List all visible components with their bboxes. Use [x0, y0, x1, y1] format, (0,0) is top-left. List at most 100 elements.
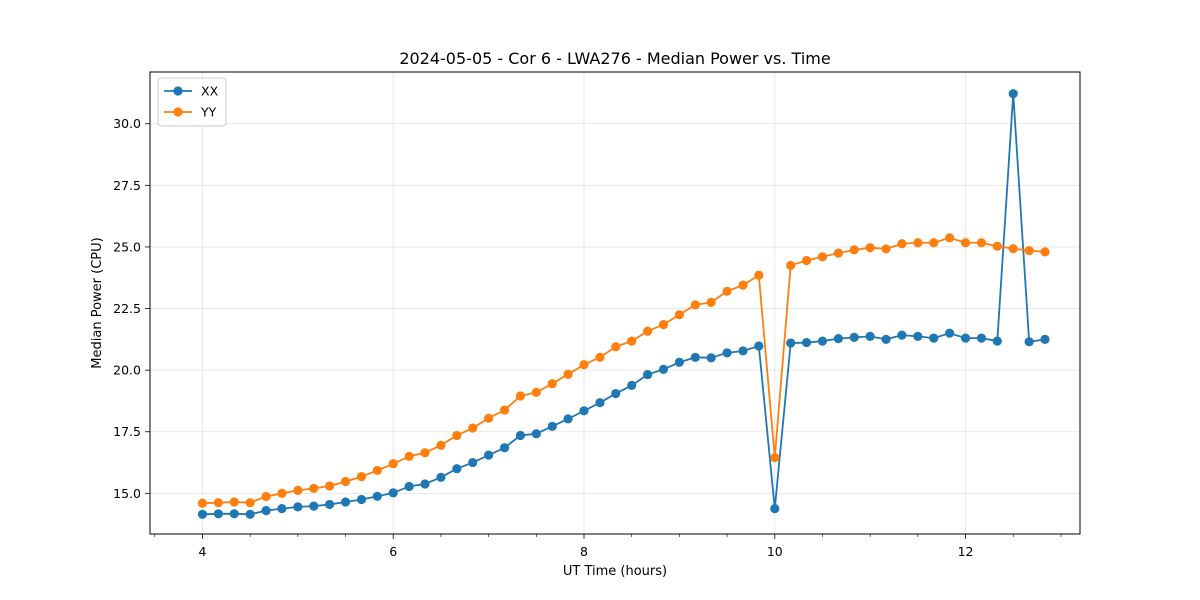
x-tick-label: 12 [958, 544, 974, 559]
data-point-yy [611, 342, 621, 352]
data-point-xx [849, 332, 859, 342]
data-point-xx [897, 330, 907, 340]
data-point-yy [404, 451, 414, 461]
x-tick-label: 6 [389, 544, 397, 559]
data-point-yy [960, 238, 971, 248]
data-point-yy [468, 423, 478, 433]
data-point-yy [436, 440, 446, 450]
data-point-yy [277, 488, 287, 498]
data-point-xx [881, 334, 891, 344]
data-point-xx [245, 509, 255, 519]
data-point-yy [738, 280, 748, 290]
data-point-xx [325, 499, 335, 510]
data-point-yy [690, 300, 700, 310]
data-point-xx [309, 501, 319, 511]
data-point-yy [388, 459, 398, 469]
data-point-yy [1024, 246, 1034, 256]
data-point-yy [484, 413, 494, 423]
data-point-xx [388, 488, 398, 498]
data-point-xx [229, 509, 239, 519]
x-tick-label: 10 [767, 544, 783, 559]
data-point-xx [1040, 334, 1050, 344]
legend-marker-yy [173, 107, 183, 117]
y-tick-label: 25.0 [113, 239, 141, 254]
data-point-yy [801, 255, 812, 266]
data-point-yy [293, 485, 303, 495]
data-point-xx [293, 502, 303, 512]
data-point-yy [722, 286, 732, 296]
data-point-yy [261, 491, 271, 502]
data-point-yy [929, 238, 939, 248]
data-point-yy [976, 238, 987, 248]
data-point-xx [833, 334, 843, 344]
data-point-yy [833, 248, 843, 258]
data-point-yy [309, 483, 319, 494]
data-point-yy [595, 352, 605, 362]
y-tick-label: 22.5 [113, 301, 141, 316]
data-point-xx [277, 504, 287, 514]
data-point-xx [690, 352, 700, 362]
data-point-yy [881, 244, 891, 254]
data-point-yy [992, 241, 1002, 251]
data-point-yy [420, 448, 430, 458]
data-point-yy [340, 476, 351, 487]
data-point-yy [197, 498, 208, 508]
data-point-yy [627, 336, 637, 346]
legend: XX YY [157, 77, 227, 127]
data-point-xx [929, 333, 939, 343]
data-point-yy [563, 369, 573, 379]
data-point-yy [754, 270, 764, 280]
data-point-yy [452, 430, 462, 441]
y-tick-label: 20.0 [113, 363, 141, 378]
data-point-yy [770, 453, 780, 463]
data-point-xx [754, 341, 764, 351]
data-point-xx [595, 398, 605, 408]
data-point-yy [643, 326, 653, 336]
data-point-xx [706, 353, 716, 363]
data-point-xx [976, 333, 987, 343]
data-point-yy [499, 405, 510, 415]
y-axis-label: Median Power (CPU) [90, 237, 105, 368]
plot-frame [149, 71, 1081, 535]
data-point-xx [499, 443, 510, 453]
data-point-xx [563, 414, 573, 424]
data-point-yy [213, 498, 223, 508]
data-point-yy [356, 471, 367, 482]
data-point-xx [913, 331, 923, 341]
data-point-xx [1024, 337, 1034, 347]
data-point-xx [515, 430, 525, 441]
series-yy [197, 233, 1050, 508]
data-point-yy [245, 498, 255, 508]
y-tick-label: 15.0 [113, 486, 141, 501]
data-point-yy [531, 387, 541, 397]
data-point-yy [913, 238, 923, 248]
data-point-yy [786, 260, 796, 271]
data-point-yy [897, 239, 907, 249]
series-xx [197, 89, 1050, 519]
legend-label-yy: YY [200, 105, 217, 120]
data-point-yy [547, 379, 557, 389]
data-point-xx [643, 369, 653, 380]
data-point-xx [547, 421, 557, 431]
data-point-xx [786, 338, 796, 348]
x-axis-label: UT Time (hours) [563, 564, 667, 579]
data-point-xx [627, 380, 637, 391]
data-point-xx [197, 509, 208, 519]
data-point-xx [531, 429, 541, 439]
data-point-xx [484, 450, 494, 460]
chart-title: 2024-05-05 - Cor 6 - LWA276 - Median Pow… [399, 49, 830, 68]
data-point-xx [722, 348, 732, 358]
data-point-xx [261, 505, 271, 516]
data-point-xx [468, 457, 478, 468]
y-tick-label: 27.5 [113, 178, 141, 193]
data-point-yy [229, 497, 239, 507]
series-group [197, 89, 1050, 519]
x-tick-label: 8 [580, 544, 588, 559]
legend-label-xx: XX [201, 84, 219, 99]
data-point-xx [213, 509, 223, 519]
data-point-xx [420, 479, 430, 489]
axes: 4 6 8 10 12 15.0 17.5 20.0 22.5 25.0 27.5 30.0 [113, 116, 1062, 559]
data-point-xx [945, 328, 955, 338]
data-point-xx [801, 337, 812, 348]
